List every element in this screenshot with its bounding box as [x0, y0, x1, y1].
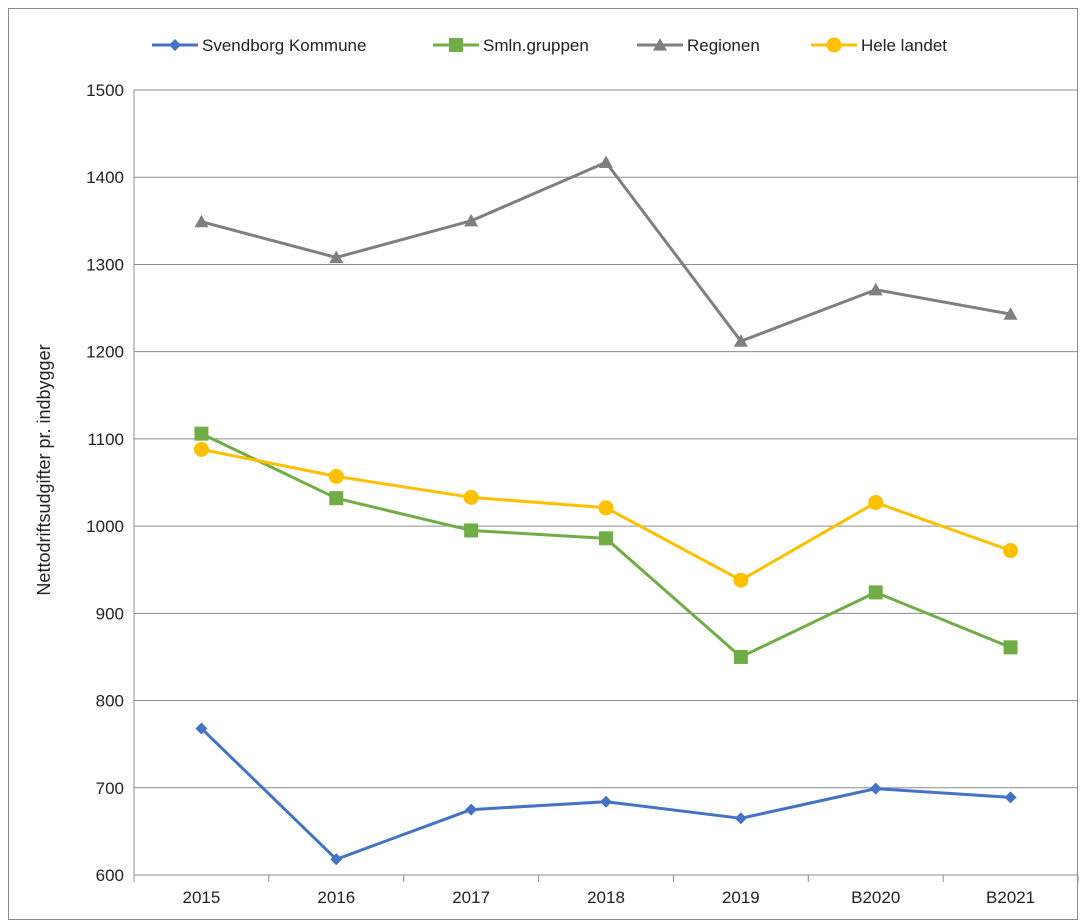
series-layer — [193, 155, 1019, 866]
y-axis-title: Nettodriftsudgifter pr. indbygger — [34, 344, 54, 595]
data-point — [194, 426, 209, 441]
y-tick-label: 900 — [96, 604, 124, 623]
y-tick-label: 1000 — [86, 517, 124, 536]
data-point — [599, 531, 613, 546]
data-point — [329, 491, 344, 506]
legend-label: Smln.gruppen — [483, 36, 589, 55]
x-tick-label: 2016 — [317, 888, 355, 907]
y-tick-label: 600 — [96, 866, 124, 885]
y-tick-label: 1400 — [86, 168, 124, 187]
chart-frame — [8, 8, 1078, 920]
y-tick-label: 1100 — [87, 430, 124, 449]
series-line — [201, 160, 1011, 343]
legend-swatch-marker — [653, 38, 667, 51]
axis-layer: 600 700 800 900 1000 1100 1200 1300 1400 1500 2015… — [86, 81, 1079, 907]
data-point — [600, 795, 612, 808]
legend-item: Smln.gruppen — [433, 36, 589, 55]
series-smln-gruppen — [194, 426, 1018, 664]
data-point — [329, 250, 344, 264]
y-tick-label: 1300 — [86, 255, 124, 274]
series-regionen — [194, 155, 1018, 347]
series-line — [200, 727, 1011, 861]
y-tick-label: 700 — [96, 779, 124, 798]
legend-swatch-marker — [449, 38, 463, 52]
data-point — [733, 649, 748, 664]
data-point — [330, 853, 343, 866]
legend-label: Hele landet — [861, 36, 947, 55]
data-point — [1004, 791, 1017, 804]
data-point — [598, 500, 614, 516]
data-point — [328, 468, 344, 484]
x-tick-label: 2019 — [722, 888, 760, 907]
legend-label: Svendborg Kommune — [202, 36, 366, 55]
x-tick-label: B2021 — [986, 888, 1035, 907]
legend-swatch-marker — [826, 37, 842, 53]
data-point — [868, 495, 884, 511]
data-point — [1003, 543, 1019, 559]
data-point — [195, 722, 208, 735]
x-tick-label: 2017 — [452, 888, 490, 907]
data-point — [464, 523, 479, 538]
data-point — [1003, 307, 1018, 320]
x-tick-label: B2020 — [851, 888, 900, 907]
legend-item: Svendborg Kommune — [152, 36, 366, 55]
data-point — [465, 803, 478, 816]
data-point — [868, 585, 883, 600]
x-tick-label: 2018 — [587, 888, 625, 907]
legend-label: Regionen — [687, 36, 760, 55]
data-point — [193, 441, 209, 457]
data-point — [463, 489, 479, 505]
y-tick-label: 1200 — [86, 343, 124, 362]
series-hele-landet — [193, 441, 1019, 588]
legend-swatch-marker — [169, 39, 181, 51]
data-point — [868, 282, 883, 296]
legend: Svendborg Kommune Smln.gruppen Regionen Hel… — [152, 36, 947, 55]
data-point — [869, 782, 882, 795]
legend-item: Regionen — [637, 36, 760, 55]
series-svendborg-kommune — [195, 722, 1017, 866]
data-point — [1003, 640, 1018, 655]
x-tick-label: 2015 — [183, 888, 221, 907]
data-point — [464, 213, 479, 227]
grid-layer — [134, 89, 1078, 876]
y-tick-label: 800 — [96, 692, 124, 711]
data-point — [194, 214, 209, 228]
y-tick-label: 1500 — [86, 81, 124, 100]
data-point — [599, 155, 613, 168]
data-point — [734, 812, 747, 825]
legend-item: Hele landet — [811, 36, 947, 55]
data-point — [733, 572, 749, 588]
data-point — [733, 334, 748, 347]
